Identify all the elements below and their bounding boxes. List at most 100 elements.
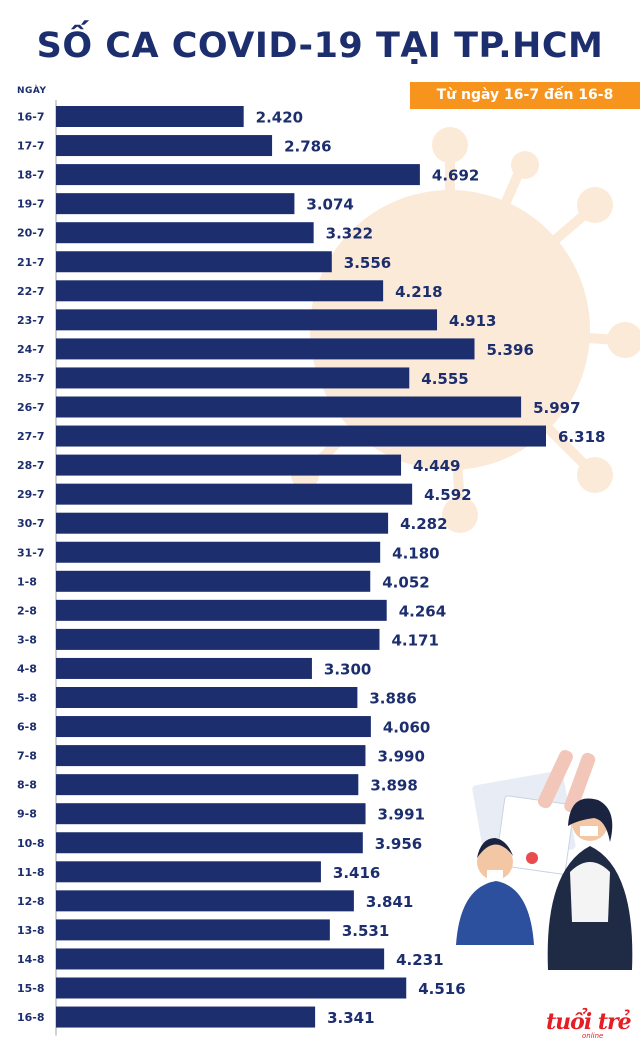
category-tick-label: 16-8 (17, 1011, 45, 1024)
category-tick-label: 7-8 (17, 750, 37, 763)
bar-13-8 (56, 919, 330, 941)
data-label: 4.231 (396, 951, 443, 969)
bar-18-7 (56, 164, 420, 186)
category-tick-label: 23-7 (17, 314, 45, 327)
category-tick-label: 24-7 (17, 343, 45, 356)
category-tick-label: 29-7 (17, 488, 45, 501)
category-tick-label: 2-8 (17, 604, 37, 617)
data-label: 4.592 (424, 486, 471, 504)
bar-3-8 (56, 628, 380, 650)
logo-text: tuổi trẻ (546, 1009, 632, 1035)
data-label: 5.997 (533, 399, 580, 417)
data-label: 6.318 (558, 428, 605, 446)
people-illustration (456, 750, 633, 970)
bar-15-8 (56, 977, 407, 999)
data-label: 3.300 (324, 660, 371, 678)
category-tick-label: 11-8 (17, 866, 45, 879)
data-label: 2.786 (284, 138, 331, 156)
data-label: 4.052 (382, 573, 429, 591)
bar-24-7 (56, 338, 475, 360)
bar-17-7 (56, 135, 273, 157)
bar-29-7 (56, 483, 413, 505)
data-label: 4.264 (399, 602, 446, 620)
category-tick-label: 25-7 (17, 372, 45, 385)
bar-9-8 (56, 803, 366, 825)
category-tick-label: 28-7 (17, 459, 45, 472)
bar-8-8 (56, 774, 359, 796)
category-tick-label: 8-8 (17, 779, 37, 792)
data-label: 5.396 (486, 341, 533, 359)
data-label: 4.171 (391, 631, 438, 649)
bar-31-7 (56, 541, 381, 563)
bar-22-7 (56, 280, 384, 302)
bar-10-8 (56, 832, 363, 854)
bar-30-7 (56, 512, 389, 534)
data-label: 3.990 (377, 748, 424, 766)
bar-21-7 (56, 251, 332, 273)
data-label: 3.074 (306, 196, 353, 214)
page-title: SỐ CA COVID-19 TẠI TP.HCM (36, 26, 604, 66)
bar-26-7 (56, 396, 522, 418)
category-tick-label: 21-7 (17, 256, 45, 269)
data-label: 4.555 (421, 370, 468, 388)
data-label: 2.420 (256, 109, 303, 127)
category-tick-label: 22-7 (17, 285, 45, 298)
data-label: 4.060 (383, 719, 430, 737)
category-tick-label: 17-7 (17, 140, 45, 153)
category-tick-label: 19-7 (17, 198, 45, 211)
data-label: 4.692 (432, 167, 479, 185)
category-tick-label: 30-7 (17, 517, 45, 530)
data-label: 3.556 (344, 254, 391, 272)
data-label: 4.282 (400, 515, 447, 533)
bar-12-8 (56, 890, 354, 912)
data-label: 4.913 (449, 312, 496, 330)
data-label: 3.322 (326, 225, 373, 243)
category-tick-label: 12-8 (17, 895, 45, 908)
bar-27-7 (56, 425, 546, 447)
category-tick-label: 18-7 (17, 169, 45, 182)
data-label: 3.416 (333, 864, 380, 882)
bar-4-8 (56, 657, 312, 679)
data-label: 3.341 (327, 1009, 374, 1027)
logo-subtext: online (582, 1032, 604, 1040)
category-tick-label: 5-8 (17, 692, 37, 705)
bar-23-7 (56, 309, 438, 331)
data-label: 4.516 (418, 980, 465, 998)
y-axis-label: NGÀY (17, 86, 47, 96)
data-label: 4.449 (413, 457, 460, 475)
brand-logo: tuổi trẻ (546, 1009, 632, 1043)
category-tick-label: 14-8 (17, 953, 45, 966)
category-tick-label: 1-8 (17, 575, 37, 588)
category-tick-label: 13-8 (17, 924, 45, 937)
category-tick-label: 3-8 (17, 633, 37, 646)
data-label: 3.841 (366, 893, 413, 911)
category-tick-label: 10-8 (17, 837, 45, 850)
bar-6-8 (56, 716, 371, 738)
data-label: 3.991 (378, 806, 425, 824)
category-tick-label: 27-7 (17, 430, 45, 443)
category-tick-label: 6-8 (17, 721, 37, 734)
bar-20-7 (56, 222, 314, 244)
category-tick-label: 15-8 (17, 982, 45, 995)
category-tick-label: 4-8 (17, 662, 37, 675)
date-range-badge: Từ ngày 16-7 đến 16-8 (410, 82, 640, 109)
category-tick-label: 16-7 (17, 111, 45, 124)
category-tick-label: 31-7 (17, 546, 45, 559)
data-label: 4.180 (392, 544, 439, 562)
bar-5-8 (56, 687, 358, 708)
bar-19-7 (56, 193, 295, 215)
data-label: 4.218 (395, 283, 442, 301)
data-label: 3.886 (369, 690, 416, 708)
bar-14-8 (56, 948, 385, 970)
data-label: 3.898 (370, 777, 417, 795)
category-tick-label: 9-8 (17, 808, 37, 821)
bar-1-8 (56, 570, 371, 592)
category-tick-label: 20-7 (17, 227, 45, 240)
category-tick-label: 26-7 (17, 401, 45, 414)
bar-28-7 (56, 454, 402, 476)
bar-2-8 (56, 599, 387, 621)
bar-16-7 (56, 106, 244, 127)
bar-16-8 (56, 1006, 316, 1028)
bar-7-8 (56, 745, 366, 767)
